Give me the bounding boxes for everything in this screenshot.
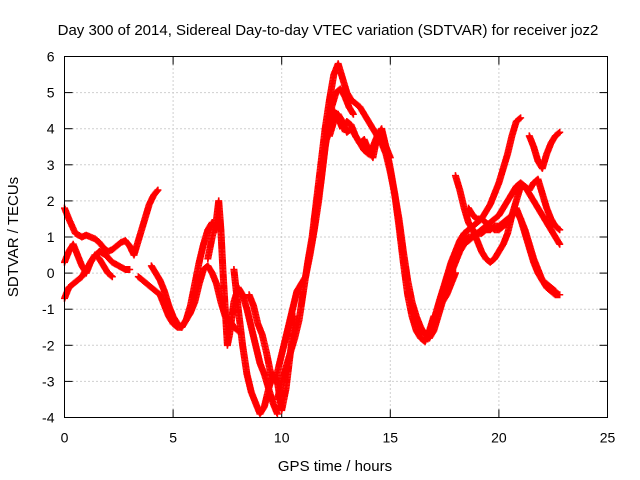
y-axis-label: SDTVAR / TECUs <box>5 177 22 297</box>
y-tick-label: 5 <box>47 85 55 101</box>
x-tick-label: 20 <box>491 430 507 446</box>
x-tick-label: 5 <box>169 430 177 446</box>
plot-frame <box>64 56 608 418</box>
data-point <box>556 128 564 136</box>
y-tick-label: 0 <box>47 265 55 281</box>
y-tick-labels: -4 -3 -2 -1 0 1 2 3 4 5 6 <box>42 49 55 426</box>
y-tick-label: -3 <box>42 373 55 389</box>
data-point <box>349 110 357 118</box>
data-points <box>61 60 564 418</box>
data-point <box>556 240 564 248</box>
y-tick-label: 4 <box>47 121 55 137</box>
data-point <box>273 410 281 418</box>
data-point <box>517 114 525 122</box>
y-tick-label: 6 <box>47 49 55 65</box>
data-point <box>556 291 564 299</box>
x-tick-label: 15 <box>383 430 399 446</box>
series-track-8 <box>245 85 357 385</box>
data-point <box>108 273 116 281</box>
data-point <box>153 187 161 195</box>
series-track-3 <box>61 240 116 281</box>
data-point <box>126 265 134 273</box>
y-tick-label: 2 <box>47 193 55 209</box>
y-tick-label: 3 <box>47 157 55 173</box>
series-track-5 <box>147 219 221 331</box>
x-tick-label: 25 <box>600 430 616 446</box>
data-point <box>556 226 564 234</box>
series-track-17 <box>464 204 559 295</box>
series-track-16 <box>525 128 564 172</box>
y-tick-label: 1 <box>47 229 55 245</box>
x-tick-label: 0 <box>61 430 69 446</box>
data-point <box>550 286 558 294</box>
data-point <box>107 272 115 280</box>
data-point <box>555 225 563 233</box>
x-axis-label: GPS time / hours <box>278 458 392 475</box>
x-tick-labels: 0 5 10 15 20 25 <box>61 430 616 446</box>
series-track-1 <box>61 186 162 259</box>
y-tick-label: -4 <box>42 410 55 426</box>
chart-title: Day 300 of 2014, Sidereal Day-to-day VTE… <box>58 22 599 39</box>
data-point <box>154 186 162 194</box>
data-point <box>516 115 524 123</box>
y-tick-label: -2 <box>42 337 55 353</box>
data-point <box>551 287 559 295</box>
y-tick-label: -1 <box>42 301 55 317</box>
x-tick-label: 10 <box>274 430 290 446</box>
data-point <box>555 129 563 137</box>
